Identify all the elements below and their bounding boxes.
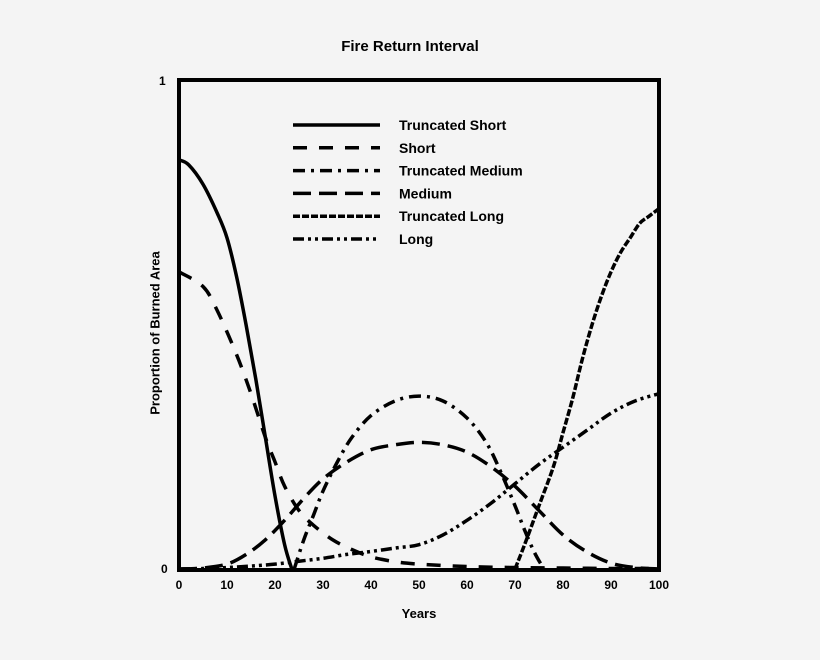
x-tick-40: 40 <box>364 578 378 592</box>
curves <box>178 158 661 571</box>
series-short <box>178 270 660 571</box>
series-truncated-short <box>178 158 294 570</box>
legend-label: Truncated Long <box>399 208 504 224</box>
series-truncated-long <box>513 207 661 570</box>
x-tick-100: 100 <box>648 578 670 592</box>
x-tick-10: 10 <box>220 578 234 592</box>
legend-label: Long <box>399 231 433 247</box>
legend-label: Truncated Medium <box>399 163 523 179</box>
plot-frame <box>177 78 661 572</box>
series-truncated-medium <box>292 394 546 570</box>
x-tick-50: 50 <box>412 578 426 592</box>
series-medium <box>178 440 660 571</box>
legend-label: Short <box>399 140 436 156</box>
x-tick-0: 0 <box>175 578 183 592</box>
x-tick-30: 30 <box>316 578 330 592</box>
chart-title: Fire Return Interval <box>341 38 479 55</box>
legend-label: Medium <box>399 185 452 201</box>
x-tick-60: 60 <box>460 578 474 592</box>
x-tick-90: 90 <box>604 578 618 592</box>
x-tick-70: 70 <box>508 578 522 592</box>
legend-label: Truncated Short <box>399 117 507 133</box>
series-long <box>178 392 660 571</box>
y-tick-0: 0 <box>161 562 168 576</box>
legend: Truncated Short Short Truncated Medium Medi… <box>293 117 523 247</box>
x-tick-80: 80 <box>556 578 570 592</box>
x-tick-20: 20 <box>268 578 282 592</box>
x-axis-label: Years <box>401 606 437 621</box>
y-tick-1: 1 <box>159 74 166 88</box>
